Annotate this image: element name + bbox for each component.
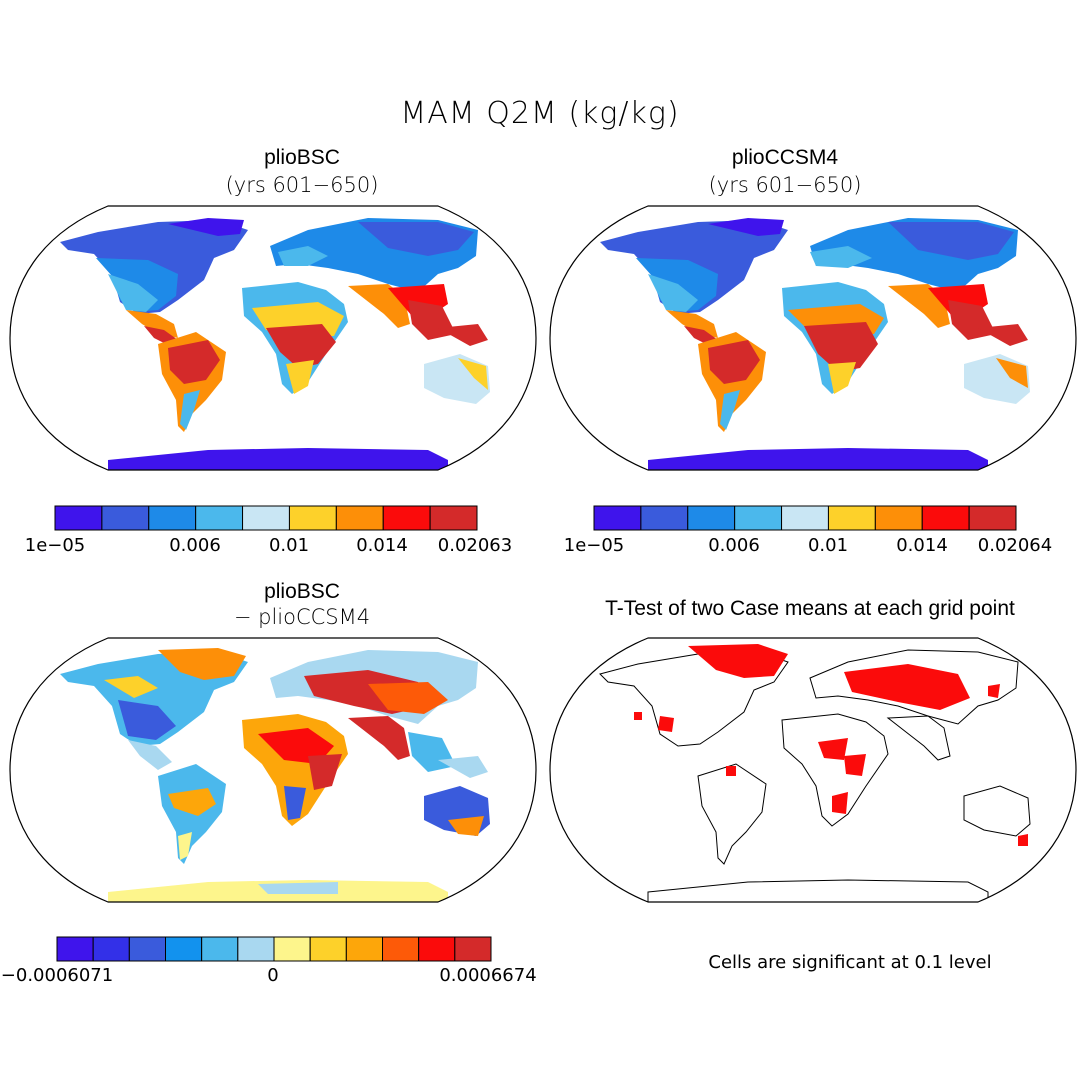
cb-tl-label-4: 0.02063 xyxy=(437,535,513,556)
colorbar-tr-swatch-6 xyxy=(874,505,923,531)
colorbar-bl-swatch-8 xyxy=(345,936,384,962)
cb-tl-label-0: 1e−05 xyxy=(24,535,86,556)
colorbar-tr-swatch-4 xyxy=(781,505,829,531)
cb-tl-label-1: 0.006 xyxy=(169,535,221,556)
colorbar-tr-swatch-7 xyxy=(921,505,970,531)
colorbar-bl-swatch-0 xyxy=(56,936,94,962)
colorbar-tl-swatch-0 xyxy=(54,505,103,531)
colorbar-bl-swatch-5 xyxy=(237,936,275,962)
colorbar-bl xyxy=(56,936,492,962)
colorbar-tl xyxy=(54,505,478,531)
colorbar-bl-swatch-9 xyxy=(382,936,420,962)
map-tr xyxy=(549,205,1077,471)
panel-title-tr: plioCCSM4 xyxy=(731,146,839,169)
colorbar-tr-swatch-5 xyxy=(827,505,876,531)
panel-subtitle-tr: (yrs 601−650) xyxy=(708,173,862,197)
colorbar-tl-swatch-6 xyxy=(335,505,384,531)
figure-title: MAM Q2M (kg/kg) xyxy=(400,96,680,131)
cb-tr-label-0: 1e−05 xyxy=(563,535,625,556)
colorbar-tl-swatch-7 xyxy=(382,505,431,531)
colorbar-tl-swatch-2 xyxy=(148,505,197,531)
colorbar-tl-swatch-5 xyxy=(288,505,337,531)
panel-title-bl: plioBSC xyxy=(264,580,340,603)
cb-tr-label-4: 0.02064 xyxy=(977,535,1053,556)
colorbar-tl-swatch-1 xyxy=(101,505,150,531)
colorbar-bl-swatch-11 xyxy=(454,936,492,962)
panel-title-tl: plioBSC xyxy=(264,146,340,169)
colorbar-tr-swatch-2 xyxy=(687,505,736,531)
colorbar-bl-swatch-4 xyxy=(201,936,239,962)
colorbar-bl-swatch-1 xyxy=(92,936,130,962)
map-tl xyxy=(9,205,537,471)
cb-bl-label-1: 0 xyxy=(267,965,279,986)
cb-bl-label-0: −0.0006071 xyxy=(0,965,114,986)
colorbar-bl-swatch-7 xyxy=(309,936,347,962)
colorbar-tr-swatch-0 xyxy=(593,505,642,531)
colorbar-bl-swatch-2 xyxy=(128,936,167,962)
panel-subtitle-tl: (yrs 601−650) xyxy=(225,173,379,197)
colorbar-tr-swatch-8 xyxy=(968,505,1017,531)
colorbar-tr-swatch-1 xyxy=(640,505,689,531)
cb-tl-label-3: 0.014 xyxy=(356,535,408,556)
colorbar-tr xyxy=(593,505,1017,531)
colorbar-tl-swatch-8 xyxy=(429,505,478,531)
cb-tr-label-3: 0.014 xyxy=(896,535,948,556)
cb-bl-label-2: 0.0006674 xyxy=(439,965,537,986)
colorbar-bl-swatch-10 xyxy=(418,936,456,962)
map-br xyxy=(549,637,1077,903)
panel-title-br: T-Test of two Case means at each grid po… xyxy=(605,597,1015,620)
colorbar-tr-swatch-3 xyxy=(734,505,783,531)
map-bl xyxy=(9,637,537,903)
cb-tr-label-2: 0.01 xyxy=(807,535,849,556)
cb-tr-label-1: 0.006 xyxy=(708,535,760,556)
cb-tl-label-2: 0.01 xyxy=(268,535,310,556)
panel-subtitle-bl: − plioCCSM4 xyxy=(233,605,371,629)
significance-note: Cells are significant at 0.1 level xyxy=(708,952,992,973)
colorbar-tl-swatch-3 xyxy=(195,505,244,531)
colorbar-tl-swatch-4 xyxy=(242,505,290,531)
colorbar-bl-swatch-3 xyxy=(165,936,203,962)
colorbar-bl-swatch-6 xyxy=(273,936,311,962)
